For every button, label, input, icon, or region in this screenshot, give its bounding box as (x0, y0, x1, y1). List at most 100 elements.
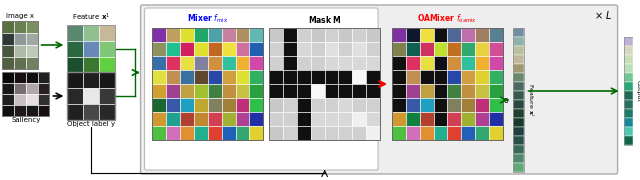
Bar (623, 82, 634, 91)
Bar (269, 28, 283, 42)
Bar (339, 42, 353, 56)
Bar (2, 21, 38, 69)
Bar (475, 126, 489, 140)
Bar (461, 84, 475, 98)
Bar (311, 98, 324, 112)
Bar (152, 42, 166, 56)
Bar (366, 112, 380, 126)
Bar (366, 56, 380, 70)
Bar (26, 105, 38, 116)
Bar (366, 70, 380, 84)
Bar (83, 57, 99, 73)
Bar (2, 57, 14, 69)
Text: OAMixer $\mathit{f}_{\rm oamix}$: OAMixer $\mathit{f}_{\rm oamix}$ (417, 12, 477, 25)
Bar (180, 56, 194, 70)
Bar (269, 70, 283, 84)
Bar (221, 42, 236, 56)
Bar (297, 112, 311, 126)
Bar (475, 28, 489, 42)
Bar (513, 37, 524, 46)
Bar (67, 104, 83, 120)
Bar (26, 72, 38, 83)
Bar (392, 98, 406, 112)
Bar (194, 28, 208, 42)
Bar (208, 126, 221, 140)
Bar (99, 57, 115, 73)
Bar (180, 28, 194, 42)
Bar (392, 126, 406, 140)
Bar (366, 28, 380, 42)
Bar (475, 84, 489, 98)
Bar (513, 73, 524, 82)
Bar (447, 56, 461, 70)
Bar (311, 56, 324, 70)
Bar (83, 88, 99, 104)
Bar (194, 56, 208, 70)
Bar (67, 25, 115, 73)
Bar (366, 126, 380, 140)
Bar (513, 145, 524, 154)
Bar (269, 98, 283, 112)
Bar (339, 112, 353, 126)
Bar (489, 56, 503, 70)
Bar (324, 98, 339, 112)
Bar (83, 25, 99, 41)
Bar (152, 126, 166, 140)
Bar (406, 84, 420, 98)
Bar (152, 56, 166, 70)
Bar (14, 94, 26, 105)
Bar (392, 28, 406, 42)
Bar (67, 41, 83, 57)
Bar (353, 28, 366, 42)
Bar (623, 109, 634, 118)
Bar (406, 42, 420, 56)
Bar (339, 98, 353, 112)
Bar (420, 126, 433, 140)
Bar (180, 112, 194, 126)
Bar (283, 42, 297, 56)
Bar (461, 56, 475, 70)
Bar (236, 42, 250, 56)
Bar (236, 28, 250, 42)
Bar (406, 28, 420, 42)
Bar (152, 28, 166, 42)
Bar (208, 42, 221, 56)
Bar (392, 112, 406, 126)
Bar (67, 25, 83, 41)
Bar (513, 154, 524, 163)
Bar (447, 28, 461, 42)
Bar (475, 70, 489, 84)
Bar (26, 94, 38, 105)
Bar (14, 45, 26, 57)
Bar (236, 70, 250, 84)
Bar (283, 84, 297, 98)
Bar (2, 21, 14, 33)
Bar (324, 28, 339, 42)
Bar (67, 57, 83, 73)
Bar (353, 126, 366, 140)
Bar (297, 98, 311, 112)
Bar (475, 112, 489, 126)
Bar (311, 70, 324, 84)
Bar (2, 105, 14, 116)
Bar (513, 28, 524, 172)
Bar (180, 84, 194, 98)
Bar (236, 126, 250, 140)
Bar (513, 163, 524, 172)
Bar (26, 57, 38, 69)
Bar (324, 70, 339, 84)
Bar (392, 70, 406, 84)
Bar (420, 112, 433, 126)
Bar (353, 42, 366, 56)
Bar (269, 112, 283, 126)
Bar (250, 84, 263, 98)
Text: $\times$ $\it{L}$: $\times$ $\it{L}$ (593, 9, 612, 21)
Bar (166, 112, 180, 126)
Bar (83, 41, 99, 57)
Bar (297, 56, 311, 70)
FancyBboxPatch shape (141, 5, 618, 174)
Bar (433, 98, 447, 112)
Bar (194, 70, 208, 84)
Bar (26, 83, 38, 94)
Bar (406, 112, 420, 126)
